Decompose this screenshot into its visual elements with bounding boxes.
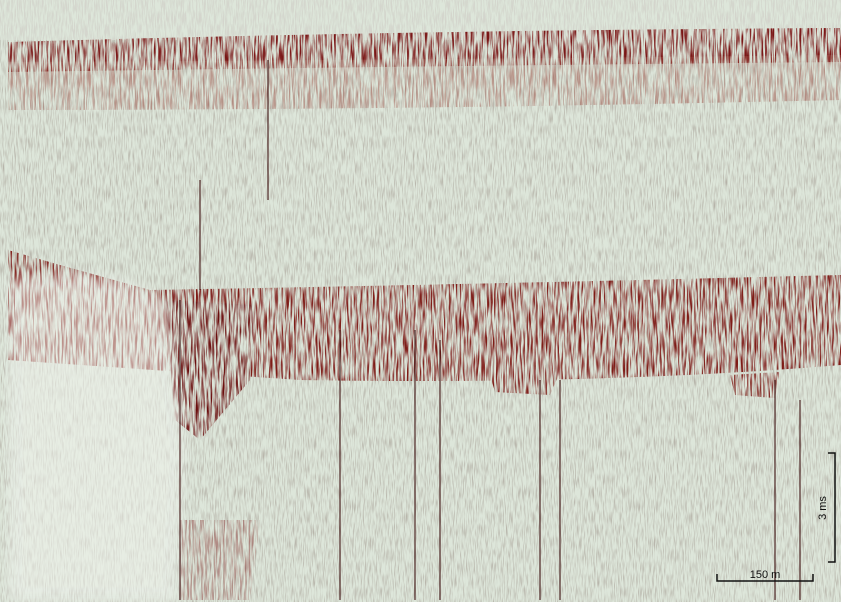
image bbox=[0, 0, 841, 602]
horizontal-scale-label: 150 m bbox=[750, 569, 781, 581]
seismic-profile: 150 m 3 ms bbox=[0, 0, 841, 602]
vertical-scale-label: 3 ms bbox=[817, 496, 829, 520]
page: 150 m 3 ms (() => { const data = JSON.pa… bbox=[0, 0, 841, 602]
